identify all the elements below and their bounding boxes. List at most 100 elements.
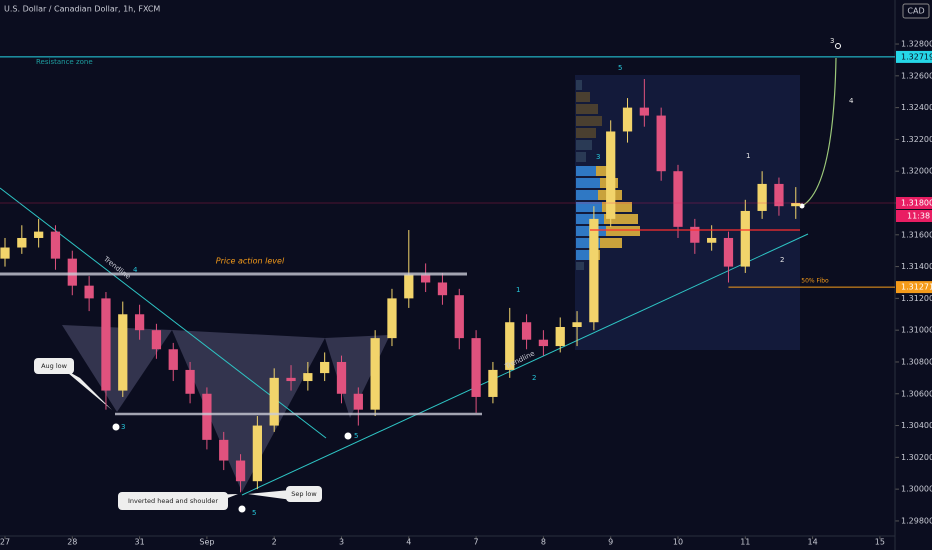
x-tick-label: 4 (406, 538, 411, 547)
profile-bar (576, 152, 586, 162)
candle-body (101, 298, 111, 391)
candle-body (168, 349, 178, 370)
profile-bar (604, 214, 638, 224)
series: 1.32719 1.31800 11:38 1.31271 (0, 50, 932, 493)
y-tick-label: 1.31000 (901, 326, 932, 335)
candle-body (639, 107, 649, 116)
y-tick-label: 1.30800 (901, 357, 932, 366)
price-label: 1.31800 (901, 199, 932, 208)
countdown: 11:38 (907, 212, 930, 221)
wave-label: 1 (516, 286, 520, 294)
candle-body (488, 369, 498, 397)
price-label: 1.31271 (901, 283, 932, 292)
candle-body (50, 231, 61, 259)
x-tick-label: 7 (474, 538, 479, 547)
wave-label: 5 (252, 509, 256, 517)
candle-body (656, 115, 666, 172)
x-tick-label: 11 (740, 538, 750, 547)
profile-bar (576, 262, 584, 270)
y-tick-label: 1.31200 (901, 294, 932, 303)
marker (238, 505, 246, 513)
y-tick-label: 1.32200 (901, 135, 932, 144)
x-tick-label: Sep (199, 538, 214, 547)
annotation: Resistance zone (36, 58, 93, 66)
x-tick-label: 28 (67, 538, 77, 547)
candle-body (673, 171, 683, 227)
price-label-box (896, 197, 932, 210)
candle-body (353, 393, 363, 410)
projection-path (801, 57, 837, 207)
y-tick-label: 1.32600 (901, 71, 932, 80)
x-tick-label: 10 (673, 538, 683, 547)
candle-body (454, 295, 464, 339)
y-tick-label: 1.32400 (901, 103, 932, 112)
candle-body (404, 274, 414, 299)
projection-start (799, 203, 805, 209)
profile-bar (576, 116, 602, 126)
callout (286, 486, 322, 502)
candle-body (774, 183, 784, 207)
candle-body (118, 314, 128, 391)
y-tick-label: 1.30200 (901, 453, 932, 462)
callout-pointer (62, 368, 112, 410)
wave-label: 3 (596, 153, 600, 161)
profile-bar (576, 250, 590, 260)
candle-body (723, 237, 734, 267)
marker (344, 432, 352, 440)
wave-label: 4 (849, 97, 854, 105)
annotation: Sep low (291, 490, 317, 498)
x-tick-label: 9 (608, 538, 613, 547)
y-tick-label: 1.29800 (901, 516, 932, 525)
candle-body (791, 203, 801, 207)
marker (835, 43, 841, 49)
profile-bar (576, 202, 602, 212)
profile-bar (602, 202, 632, 212)
profile-bar (576, 92, 590, 102)
candle-body (572, 322, 582, 327)
candle-body (219, 439, 229, 461)
candle-body (387, 298, 397, 339)
annotation: Price action level (216, 257, 285, 266)
candle-body (420, 274, 431, 283)
y-tick-label: 1.30600 (901, 389, 932, 398)
wave-label: 1 (746, 152, 750, 160)
profile-bar (576, 166, 596, 176)
price-label-box (896, 281, 932, 294)
x-tick-label: 31 (135, 538, 145, 547)
candle-body (336, 361, 347, 394)
marker (112, 423, 120, 431)
callout (118, 492, 228, 510)
candle-body (521, 322, 532, 340)
profile-bar (576, 104, 598, 114)
candle-body (84, 285, 94, 299)
wave-label: 2 (780, 256, 784, 264)
candle-body (185, 369, 195, 394)
candle-body (202, 393, 212, 440)
candle-body (740, 210, 750, 267)
annotation: 50% Fibo (801, 278, 829, 285)
shoulder-left (62, 325, 172, 412)
y-tick-label: 1.31400 (901, 262, 932, 271)
candle-body (370, 338, 380, 410)
candle-body (252, 425, 263, 482)
wave-label: 3 (830, 37, 834, 45)
candle-body (437, 282, 448, 296)
candle-body (589, 218, 599, 323)
candle-body (269, 377, 279, 426)
candle-body (757, 183, 767, 211)
candle-body (538, 339, 549, 347)
candle-body (707, 237, 717, 243)
annotation: Aug low (41, 362, 68, 370)
profile-bar (600, 238, 622, 248)
x-tick-label: 14 (808, 538, 818, 547)
x-tick-label: 27 (0, 538, 10, 547)
candle-body (67, 258, 77, 286)
currency-box (902, 3, 930, 19)
x-tick-label: 15 (875, 538, 885, 547)
candle-body (34, 231, 44, 238)
candle-body (303, 373, 313, 382)
chart-title: U.S. Dollar / Canadian Dollar, 1h, FXCM (4, 5, 160, 14)
wave-label: 2 (532, 374, 536, 382)
y-tick-label: 1.32800 (901, 40, 932, 49)
candle-body (0, 247, 10, 259)
